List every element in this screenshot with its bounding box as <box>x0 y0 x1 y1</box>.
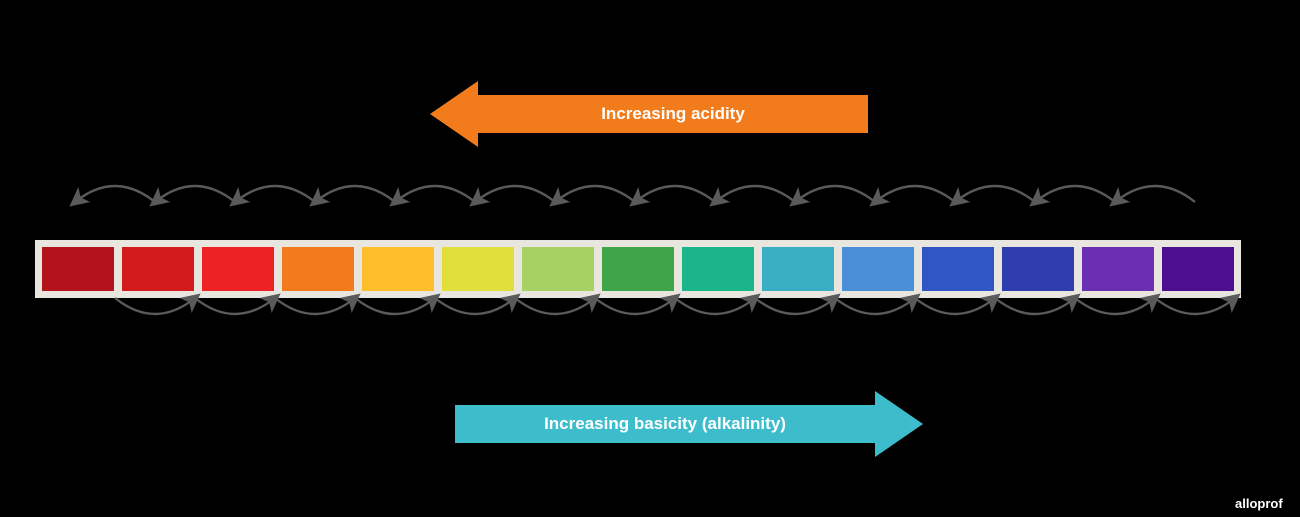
basicity-arrow-label: Increasing basicity (alkalinity) <box>455 405 875 443</box>
ph-swatch-5 <box>442 247 514 291</box>
ph-swatch-9 <box>762 247 834 291</box>
ph-swatch-0 <box>42 247 114 291</box>
ph-swatch-4 <box>362 247 434 291</box>
acidity-arrow-label: Increasing acidity <box>478 95 868 133</box>
ph-swatch-11 <box>922 247 994 291</box>
basicity-arrow: Increasing basicity (alkalinity) <box>455 405 923 443</box>
ph-swatch-14 <box>1162 247 1234 291</box>
credit-text: alloprof <box>1235 496 1283 511</box>
ph-swatch-1 <box>122 247 194 291</box>
ph-swatch-3 <box>282 247 354 291</box>
ph-swatch-7 <box>602 247 674 291</box>
basicity-arrow-head <box>875 391 923 457</box>
acidity-arrow-head <box>430 81 478 147</box>
ph-swatch-10 <box>842 247 914 291</box>
acidity-arrow: Increasing acidity <box>430 95 868 133</box>
ph-swatch-8 <box>682 247 754 291</box>
ph-swatch-12 <box>1002 247 1074 291</box>
hop-arrows-bottom <box>0 290 1300 350</box>
ph-swatch-2 <box>202 247 274 291</box>
ph-swatch-6 <box>522 247 594 291</box>
hop-arrows-top <box>0 150 1300 210</box>
ph-swatch-13 <box>1082 247 1154 291</box>
